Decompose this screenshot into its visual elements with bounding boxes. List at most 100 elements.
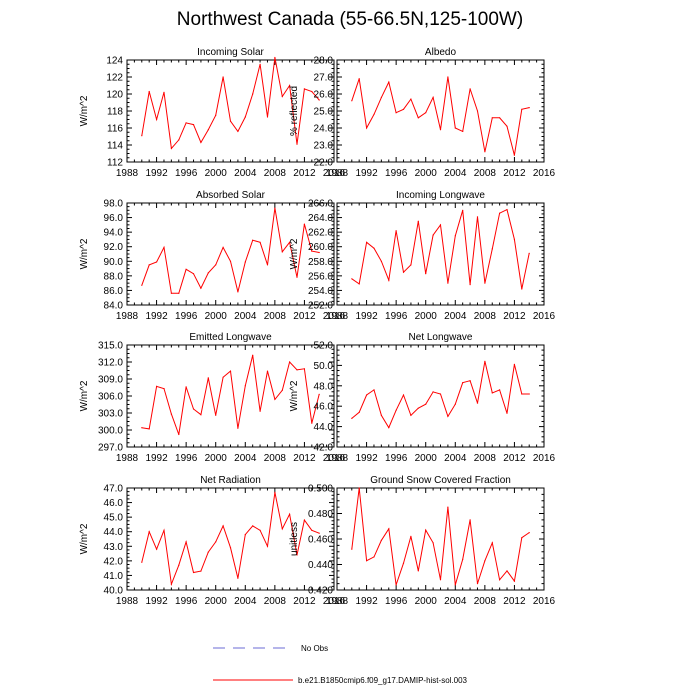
data-point <box>274 491 276 493</box>
data-point <box>491 392 493 394</box>
data-point <box>141 427 143 429</box>
data-point <box>373 113 375 115</box>
y-tick-label: 27.0 <box>314 73 334 84</box>
data-point <box>476 583 479 585</box>
data-point <box>476 402 479 404</box>
plot-frame <box>126 59 335 163</box>
data-point <box>215 264 217 266</box>
x-tick-label: 1996 <box>175 596 198 607</box>
data-point <box>200 414 202 416</box>
y-tick-label: 41.0 <box>104 571 124 582</box>
chart-panel-7: Net Radiation W/m^2 40.0 41.0 42.0 43.0 44.0 45… <box>79 475 346 607</box>
x-tick-label: 2004 <box>234 168 257 179</box>
y-tick-label: 297.0 <box>98 443 123 454</box>
y-tick-label: 22.0 <box>314 158 334 169</box>
chart-title: Albedo <box>425 47 457 58</box>
data-point <box>380 260 382 262</box>
data-point <box>462 382 464 384</box>
data-point <box>318 532 320 534</box>
chart-panel-6: Net Longwave W/m^2 42.0 44.0 46.0 48.0 50.0 52.… <box>289 332 556 464</box>
chart-title: Incoming Longwave <box>396 190 485 201</box>
x-tick-label: 1996 <box>385 453 408 464</box>
data-point <box>229 260 232 262</box>
data-point <box>281 389 283 391</box>
data-point <box>296 369 298 371</box>
data-point <box>395 409 397 411</box>
data-point <box>207 377 209 379</box>
data-point <box>244 116 246 118</box>
data-point <box>281 528 283 530</box>
data-point <box>476 216 479 218</box>
data-point <box>244 261 246 263</box>
y-tick-label: 112 <box>107 158 123 169</box>
data-point <box>311 90 313 93</box>
x-tick-label: 2004 <box>444 453 467 464</box>
data-point <box>259 410 261 412</box>
data-point <box>311 529 313 531</box>
x-tick-label: 2000 <box>415 311 438 322</box>
data-point <box>528 532 530 534</box>
y-tick-label: 23.0 <box>314 141 334 152</box>
x-tick-label: 2012 <box>503 168 526 179</box>
y-tick-label: 44.0 <box>314 422 334 433</box>
chart-title: Absorbed Solar <box>196 190 266 201</box>
x-tick-label: 2004 <box>234 596 257 607</box>
data-point <box>380 414 382 416</box>
data-point <box>207 272 209 274</box>
data-point <box>170 147 172 149</box>
data-point <box>266 545 269 547</box>
chart-title: Ground Snow Covered Fraction <box>370 475 511 486</box>
x-tick-label: 2004 <box>444 168 467 179</box>
y-tick-label: 40.0 <box>104 586 124 597</box>
data-point <box>388 279 390 281</box>
data-point <box>237 427 239 429</box>
data-point <box>432 96 434 98</box>
y-tick-label: 254.0 <box>308 286 333 297</box>
y-tick-label: 0.420 <box>308 586 333 597</box>
chart-title: Emitted Longwave <box>189 332 272 343</box>
x-tick-label: 2008 <box>264 596 287 607</box>
data-point <box>373 247 375 249</box>
x-tick-label: 1996 <box>175 168 198 179</box>
data-point <box>148 428 150 430</box>
data-point <box>229 547 232 549</box>
y-tick-label: 44.0 <box>104 527 124 538</box>
data-point <box>499 212 501 214</box>
x-tick-label: 1988 <box>326 311 349 322</box>
x-tick-label: 2016 <box>323 311 346 322</box>
data-point <box>373 556 375 558</box>
x-tick-label: 1992 <box>355 453 378 464</box>
data-point <box>513 363 516 365</box>
x-tick-label: 1988 <box>326 453 349 464</box>
data-point <box>303 368 305 370</box>
data-point <box>521 108 523 110</box>
y-tick-label: 25.0 <box>314 107 334 118</box>
y-tick-label: 306.0 <box>98 392 123 403</box>
chart-panel-1: Incoming Solar W/m^2 112 114 116 118 120 122 124… <box>79 47 346 179</box>
data-point <box>222 525 224 527</box>
data-point <box>178 292 180 294</box>
x-tick-label: 2012 <box>293 453 316 464</box>
data-point <box>491 542 493 544</box>
x-tick-label: 1988 <box>116 311 139 322</box>
data-point <box>506 412 508 414</box>
data-point <box>303 519 305 521</box>
y-tick-label: 120 <box>106 90 123 101</box>
x-tick-label: 2016 <box>323 168 346 179</box>
y-tick-label: 264.0 <box>308 213 333 224</box>
x-tick-label: 1996 <box>175 311 198 322</box>
plot-frame <box>336 202 545 306</box>
x-tick-label: 2012 <box>503 596 526 607</box>
y-axis-label: W/m^2 <box>289 380 300 411</box>
x-tick-label: 2016 <box>323 453 346 464</box>
data-point <box>469 380 471 382</box>
y-tick-label: 303.0 <box>98 409 123 420</box>
x-tick-label: 1992 <box>355 311 378 322</box>
y-tick-label: 0.500 <box>308 484 333 495</box>
chart-panel-3: Absorbed Solar W/m^2 84.0 86.0 88.0 90.0 92.0 9… <box>79 190 346 322</box>
x-tick-label: 2000 <box>205 453 228 464</box>
legend-noobs-label: No Obs <box>301 644 328 653</box>
data-point <box>439 393 442 395</box>
data-point <box>259 241 261 243</box>
